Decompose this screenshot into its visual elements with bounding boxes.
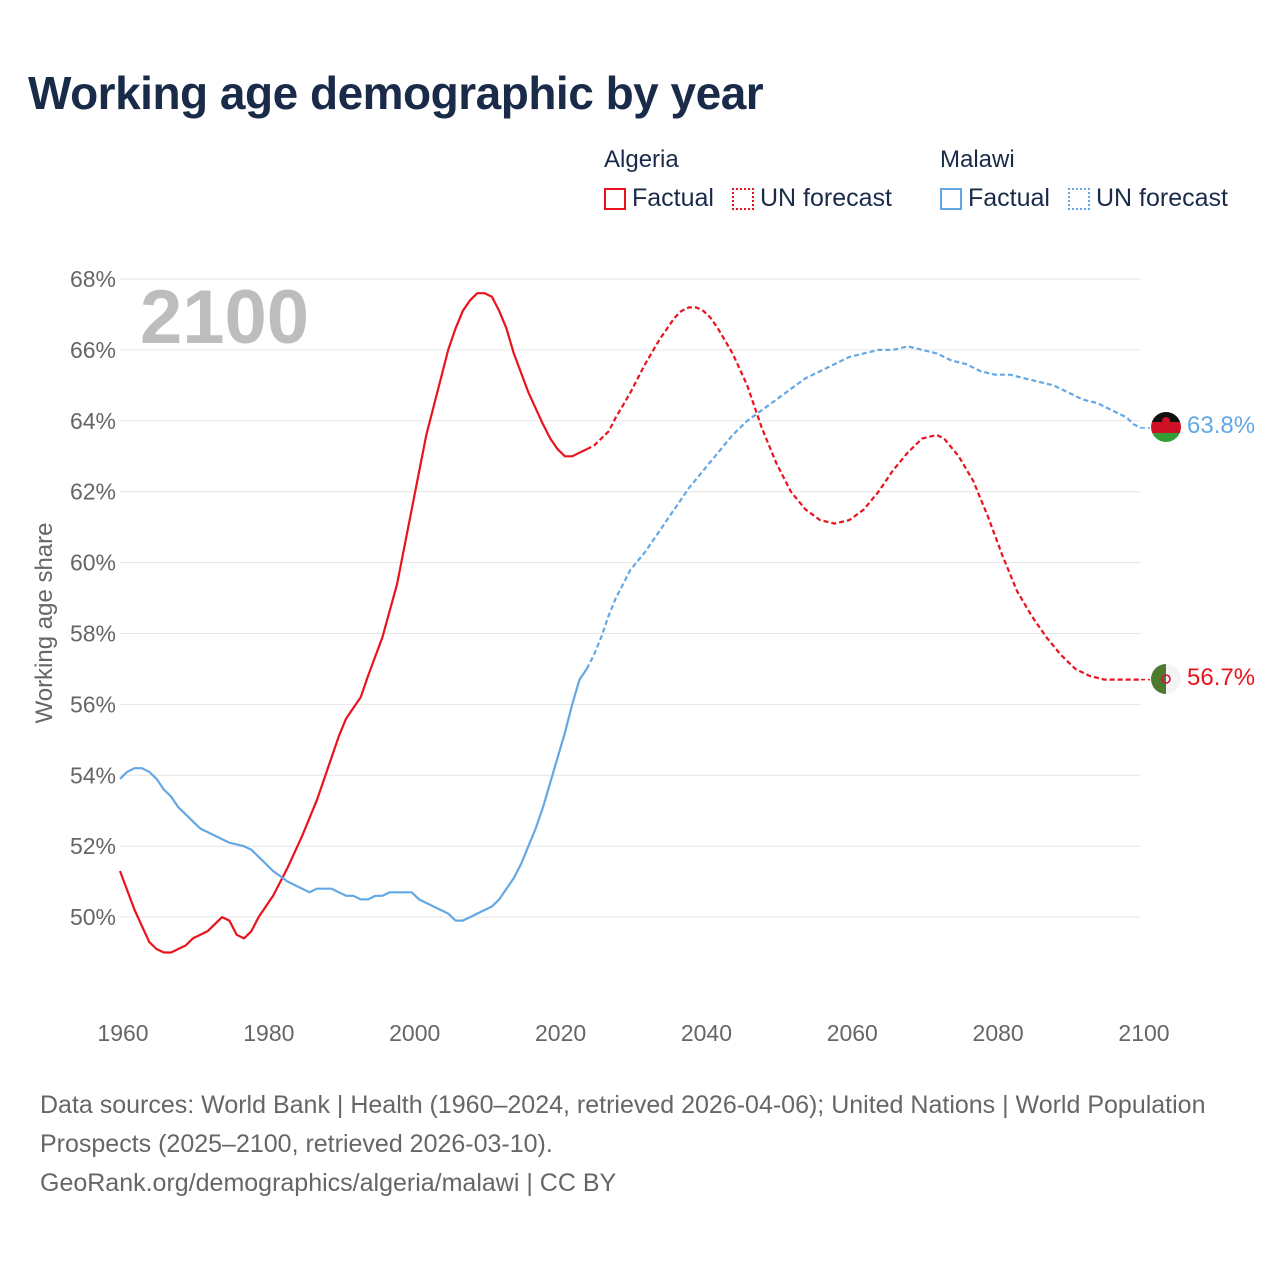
series	[118, 292, 1150, 954]
y-tick-label: 52%	[70, 833, 116, 859]
credit-link[interactable]: GeoRank.org/demographics/algeria/malawi …	[40, 1169, 617, 1197]
data-sources: Data sources: World Bank | Health (1960–…	[40, 1091, 1206, 1158]
legend-swatch-solid	[604, 187, 626, 210]
legend-label: UN forecast	[759, 184, 892, 212]
x-tick-label: 2020	[535, 1020, 586, 1046]
legend-algeria-factual[interactable]: Factual	[604, 184, 714, 213]
chart-title: Working age demographic by year	[28, 67, 764, 119]
legend-malawi-factual[interactable]: Factual	[940, 184, 1050, 213]
x-tick-label: 2060	[827, 1020, 878, 1046]
algeria-end-value: 56.7%	[1187, 664, 1255, 691]
malawi-end-value: 63.8%	[1187, 412, 1255, 439]
legend-group-malawi: Malawi Factual UN forecast	[940, 146, 1228, 213]
x-tick-label: 2000	[389, 1020, 440, 1046]
algeria-forecast-line[interactable]	[586, 306, 1141, 681]
legend-group-title: Algeria	[604, 146, 679, 173]
algeria-factual-line[interactable]	[118, 292, 588, 954]
legend-malawi-forecast[interactable]: UN forecast	[1067, 184, 1228, 213]
legend-label: UN forecast	[1095, 184, 1228, 212]
x-tick-label: 1980	[243, 1020, 294, 1046]
legend-group-title: Malawi	[940, 146, 1015, 173]
legend-label: Factual	[968, 184, 1050, 212]
legend-swatch-solid	[940, 187, 962, 210]
y-tick-label: 68%	[70, 266, 116, 292]
legend-swatch-dotted	[1067, 187, 1090, 210]
legend-label: Factual	[632, 184, 714, 212]
y-tick-label: 58%	[70, 621, 116, 647]
x-tick-label: 2040	[681, 1020, 732, 1046]
legend-swatch-dotted	[731, 187, 754, 210]
y-tick-label: 66%	[70, 337, 116, 363]
footer: Data sources: World Bank | Health (1960–…	[40, 1086, 1240, 1203]
y-tick-label: 60%	[70, 550, 116, 576]
legend-group-algeria: Algeria Factual UN forecast	[604, 146, 892, 213]
y-axis-label: Working age share	[31, 523, 58, 724]
malawi-forecast-line[interactable]	[585, 345, 1142, 670]
x-tick-label: 2100	[1118, 1020, 1169, 1046]
algeria-flag-icon	[1151, 664, 1181, 694]
y-tick-label: 50%	[70, 904, 116, 930]
x-tick-label: 2080	[973, 1020, 1024, 1046]
gridlines	[120, 278, 1141, 918]
y-tick-label: 54%	[70, 762, 116, 788]
legend-algeria-forecast[interactable]: UN forecast	[731, 184, 892, 213]
y-tick-label: 56%	[70, 691, 116, 717]
y-tick-label: 62%	[70, 479, 116, 505]
year-watermark: 2100	[140, 275, 309, 360]
x-tick-label: 1960	[97, 1020, 148, 1046]
y-tick-label: 64%	[70, 408, 116, 434]
axes: 50% 52% 54% 56% 58% 60% 62% 64% 66% 68% 1960 1980 20…	[70, 266, 1170, 1046]
malawi-flag-icon	[1151, 412, 1181, 442]
malawi-factual-line[interactable]	[119, 668, 588, 922]
